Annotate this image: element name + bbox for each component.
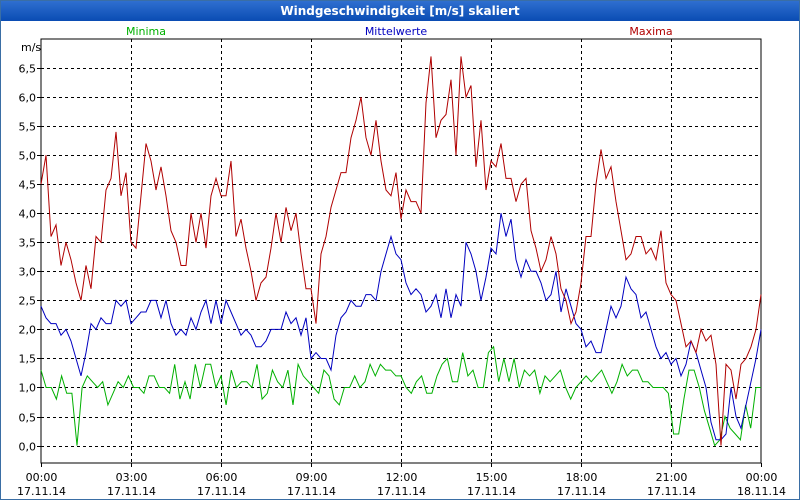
y-tick-label: 0,5 bbox=[19, 412, 37, 425]
legend-maxima: Maxima bbox=[629, 25, 672, 38]
x-tick-date: 17.11.14 bbox=[197, 485, 246, 498]
y-tick-label: 2,0 bbox=[19, 324, 37, 337]
y-tick-label: 1,0 bbox=[19, 382, 37, 395]
legend-minima: Minima bbox=[126, 25, 166, 38]
y-tick-label: 6,0 bbox=[19, 92, 37, 105]
x-tick-labels: 00:0017.11.1403:0017.11.1406:0017.11.140… bbox=[17, 471, 786, 498]
y-tick-label: 4,5 bbox=[19, 179, 37, 192]
y-tick-label: 3,0 bbox=[19, 266, 37, 279]
y-tick-label: 1,5 bbox=[19, 353, 37, 366]
x-tick-date: 17.11.14 bbox=[377, 485, 426, 498]
y-tick-label: 2,5 bbox=[19, 295, 37, 308]
x-tick-time: 03:00 bbox=[116, 471, 148, 484]
x-tick-date: 17.11.14 bbox=[287, 485, 336, 498]
x-tick-time: 06:00 bbox=[206, 471, 238, 484]
chart-title: Windgeschwindigkeit [m/s] skaliert bbox=[1, 1, 799, 21]
x-tick-time: 00:00 bbox=[26, 471, 58, 484]
x-tick-date: 17.11.14 bbox=[17, 485, 66, 498]
legend: Minima Mittelwerte Maxima bbox=[126, 25, 673, 38]
y-tick-label: 0,0 bbox=[19, 441, 37, 454]
x-tick-time: 15:00 bbox=[476, 471, 508, 484]
x-tick-date: 18.11.14 bbox=[737, 485, 786, 498]
series-lines bbox=[40, 56, 762, 447]
y-tick-labels: 0,0 0,5 1,0 1,5 2,0 2,5 3,0 3,5 4,0 4,5 5,0 5,5 6,0 6… bbox=[19, 63, 37, 454]
x-tick-date: 17.11.14 bbox=[647, 485, 696, 498]
axes bbox=[37, 38, 762, 467]
series-line-mittelwerte bbox=[40, 213, 762, 441]
grid-lines bbox=[41, 39, 761, 463]
y-tick-label: 4,0 bbox=[19, 208, 37, 221]
x-tick-time: 12:00 bbox=[386, 471, 418, 484]
y-tick-label: 3,5 bbox=[19, 237, 37, 250]
y-tick-label: 6,5 bbox=[19, 63, 37, 76]
x-tick-time: 00:00 bbox=[746, 471, 778, 484]
series-line-maxima bbox=[40, 56, 762, 446]
legend-mittelwerte: Mittelwerte bbox=[365, 25, 428, 38]
x-tick-time: 21:00 bbox=[656, 471, 688, 484]
x-tick-time: 18:00 bbox=[566, 471, 598, 484]
y-tick-label: 5,5 bbox=[19, 121, 37, 134]
x-tick-date: 17.11.14 bbox=[467, 485, 516, 498]
x-tick-date: 17.11.14 bbox=[557, 485, 606, 498]
y-axis-label: m/s bbox=[21, 41, 41, 54]
x-tick-time: 09:00 bbox=[296, 471, 328, 484]
series-line-minima bbox=[40, 345, 761, 447]
chart-svg: 0,0 0,5 1,0 1,5 2,0 2,5 3,0 3,5 4,0 4,5 5,0 5,5 6,0 6… bbox=[17, 25, 786, 498]
x-tick-date: 17.11.14 bbox=[107, 485, 156, 498]
y-tick-label: 5,0 bbox=[19, 150, 37, 163]
